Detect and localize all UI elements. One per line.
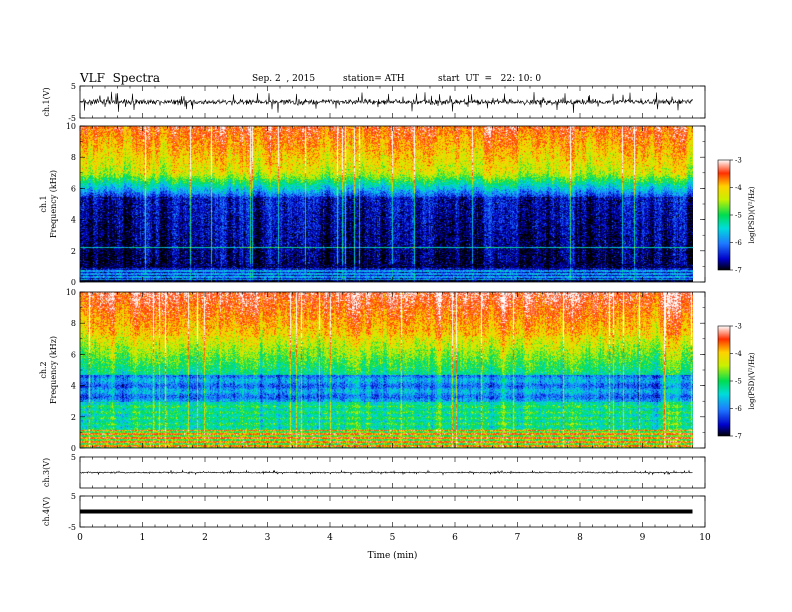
ylabel-line: Frequency (kHz) <box>49 170 58 238</box>
ch2-spectrogram-ytick-label: 8 <box>71 319 76 328</box>
colorbar-tick-label: -6 <box>735 405 742 413</box>
ch1-spectrogram-ytick-label: 4 <box>71 216 76 225</box>
ch4-waveform-ytick-label: 5 <box>71 492 76 501</box>
x-axis-label: Time (min) <box>368 550 418 561</box>
date-label: Sep. 2 , 2015 <box>252 74 316 84</box>
x-tick-label: 2 <box>202 533 208 543</box>
ch1-waveform-ytick-label: -5 <box>68 114 76 123</box>
colorbar-tick-label: -4 <box>735 184 742 192</box>
ch1-waveform-trace <box>79 91 693 113</box>
colorbar-tick-label: -7 <box>735 267 742 275</box>
x-tick-label: 9 <box>640 533 646 543</box>
ch3-waveform-ytick-label: 5 <box>71 453 76 462</box>
ch1-spectrogram-ytick-label: 8 <box>71 153 76 162</box>
x-tick-label: 10 <box>699 533 711 543</box>
colorbar-tick-label: -6 <box>735 239 742 247</box>
ylabel-line: ch.2 <box>39 361 48 378</box>
ch4-ylabel: ch.4(V) <box>42 497 51 526</box>
spectrogram-ch1-image <box>80 126 693 282</box>
colorbar-ch2 <box>717 325 731 437</box>
x-tick-label: 0 <box>77 533 83 543</box>
ch1-spectrogram-ytick-label: 6 <box>71 184 76 193</box>
start-time-label: start UT = 22: 10: 0 <box>438 74 542 84</box>
ch1-ylabel: ch.1(V) <box>42 87 51 116</box>
ch2-spectrogram-ytick-label: 6 <box>71 350 76 359</box>
ch2-spectrogram-ytick-label: 10 <box>66 288 76 297</box>
x-tick-label: 4 <box>327 533 333 543</box>
x-tick-label: 6 <box>452 533 458 543</box>
ch4-waveform-ytick-label: -5 <box>68 523 76 532</box>
x-tick-label: 3 <box>265 533 271 543</box>
ch1-spectrogram-ytick-label: 0 <box>71 278 76 287</box>
ch3-ylabel: ch.3(V) <box>42 458 51 487</box>
x-tick-label: 1 <box>140 533 146 543</box>
station-label: station= ATH <box>343 74 405 84</box>
spectrogram-ch2-image <box>80 292 693 448</box>
colorbar-label-ch1: log(PSD)(V²/Hz) <box>748 186 756 243</box>
colorbar-tick-label: -7 <box>735 433 742 441</box>
ch1-waveform-ytick-label: 5 <box>71 82 76 91</box>
ch1-spectrogram-ytick-label: 2 <box>71 247 76 256</box>
figure-title: VLF Spectra <box>80 71 161 85</box>
colorbar-tick-label: -5 <box>735 212 742 220</box>
ch1-spectrogram-ytick-label: 10 <box>66 122 76 131</box>
colorbar-tick-label: -3 <box>735 157 742 165</box>
x-tick-label: 7 <box>515 533 521 543</box>
colorbar-tick-label: -3 <box>735 323 742 331</box>
ch2-spectrogram-ytick-label: 4 <box>71 382 76 391</box>
colorbar-ch1 <box>717 159 731 271</box>
colorbar-tick-label: -5 <box>735 378 742 386</box>
ch2-spectrogram-ytick-label: 2 <box>71 413 76 422</box>
colorbar-label-ch2: log(PSD)(V²/Hz) <box>748 352 756 409</box>
ch1-spectrogram-ylabel: ch.1Frequency (kHz) <box>39 170 58 238</box>
ch2-spectrogram-ytick-label: 0 <box>71 444 76 453</box>
ch3-waveform-trace <box>80 469 693 476</box>
ylabel-line: ch.1 <box>39 195 48 212</box>
x-tick-label: 5 <box>390 533 396 543</box>
ylabel-line: Frequency (kHz) <box>49 336 58 404</box>
x-tick-label: 8 <box>577 533 583 543</box>
colorbar-tick-label: -4 <box>735 350 742 358</box>
ch2-spectrogram-ylabel: ch.2Frequency (kHz) <box>39 336 58 404</box>
